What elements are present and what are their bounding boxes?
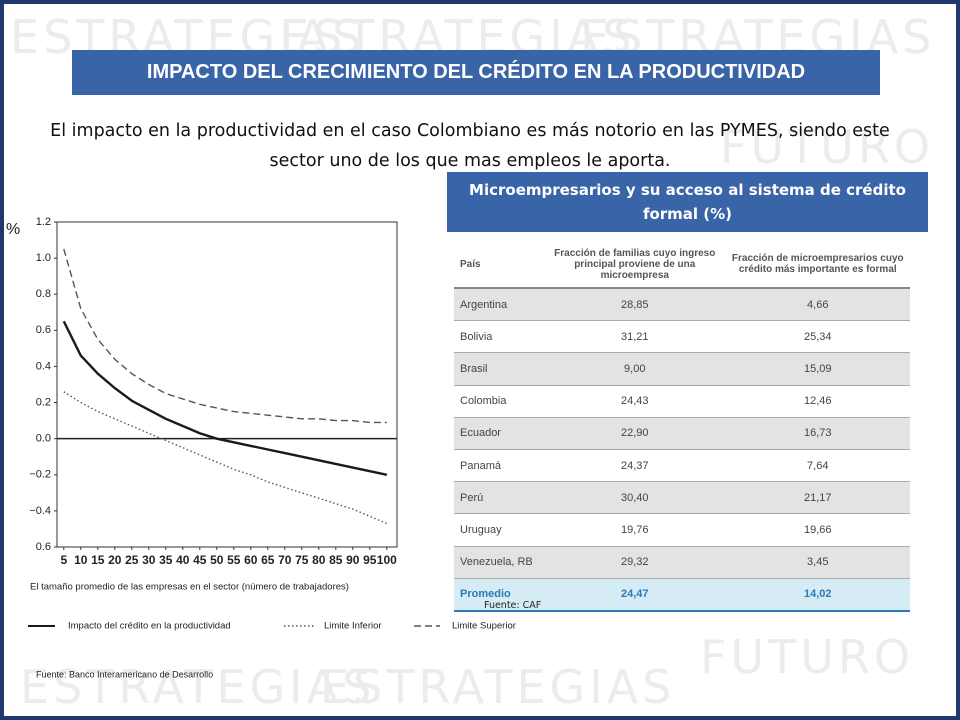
y-tick-label: −0.2	[29, 469, 51, 481]
y-tick-label: 1.0	[36, 252, 51, 264]
x-tick-label: 45	[193, 553, 207, 567]
table-cell: 12,46	[725, 385, 910, 418]
x-tick-label: 70	[278, 553, 292, 567]
column-header: Fracción de microempresarios cuyo crédit…	[725, 241, 910, 289]
table-cell: 19,76	[544, 513, 726, 547]
table-cell: Bolivia	[454, 320, 544, 354]
table-row: Perú 30,40 21,17	[454, 481, 910, 515]
table-row: Bolivia 31,21 25,34	[454, 320, 910, 354]
table-cell: 16,73	[725, 417, 910, 450]
y-tick-label: 0.0	[36, 433, 51, 445]
x-tick-label: 100	[377, 553, 397, 567]
watermark: ESTRATEGIAS	[20, 660, 376, 714]
table-cell: Venezuela, RB	[454, 546, 544, 579]
x-tick-label: 55	[227, 553, 241, 567]
x-tick-label: 35	[159, 553, 173, 567]
x-tick-label: 60	[244, 553, 258, 567]
legend-label: Limite Inferior	[324, 621, 382, 632]
table-cell: Promedio	[454, 578, 544, 612]
y-tick-label: 0.6	[36, 541, 51, 553]
slide-title: IMPACTO DEL CRECIMIENTO DEL CRÉDITO EN L…	[72, 50, 880, 95]
x-tick-label: 10	[74, 553, 88, 567]
x-tick-label: 95	[363, 553, 377, 567]
table-row: Panamá 24,37 7,64	[454, 449, 910, 483]
table-cell: Brasil	[454, 352, 544, 386]
table-cell: 31,21	[544, 320, 726, 354]
table-cell: 22,90	[544, 417, 726, 450]
table-cell: Panamá	[454, 449, 544, 483]
y-axis-label: %	[6, 221, 20, 238]
y-tick-label: −0.4	[29, 505, 51, 517]
x-tick-label: 65	[261, 553, 275, 567]
plot-frame	[56, 221, 398, 548]
y-tick-label: 0.8	[36, 288, 51, 300]
table-cell: 7,64	[725, 449, 910, 483]
table-cell: Perú	[454, 481, 544, 515]
table-body: Argentina 28,85 4,66 Bolivia 31,21 25,34 Brasi…	[454, 288, 910, 612]
subtitle: El impacto en la productividad en el cas…	[50, 121, 890, 171]
table-cell: Argentina	[454, 288, 544, 322]
x-axis-label: El tamaño promedio de las empresas en el…	[30, 582, 349, 593]
table-cell: 25,34	[725, 320, 910, 354]
series-line	[62, 320, 388, 476]
table-cell: 24,47	[544, 578, 726, 612]
x-tick-label: 30	[142, 553, 156, 567]
column-header: País	[454, 241, 544, 289]
table-row: Brasil 9,00 15,09	[454, 352, 910, 386]
chart-source: Fuente: Banco Interamericano de Desarrol…	[36, 669, 213, 679]
x-tick-label: 25	[125, 553, 139, 567]
table-row: Colombia 24,43 12,46	[454, 385, 910, 418]
table-cell: 30,40	[544, 481, 726, 515]
table-row: Ecuador 22,90 16,73	[454, 417, 910, 450]
x-tick-label: 80	[312, 553, 326, 567]
column-header: Fracción de familias cuyo ingreso princi…	[544, 241, 726, 289]
legend-label: Impacto del crédito en la productividad	[68, 621, 231, 632]
x-tick-label: 40	[176, 553, 190, 567]
series-line	[63, 248, 387, 424]
table-source: Fuente: CAF	[484, 600, 542, 611]
x-tick-label: 90	[346, 553, 360, 567]
x-tick-label: 5	[60, 553, 67, 567]
table-row: Argentina 28,85 4,66	[454, 288, 910, 322]
x-tick-label: 20	[108, 553, 122, 567]
table-cell: Colombia	[454, 385, 544, 418]
series-line	[63, 391, 388, 525]
table-cell: 19,66	[725, 513, 910, 547]
table-row: Uruguay 19,76 19,66	[454, 513, 910, 547]
table-cell: 14,02	[725, 578, 910, 612]
y-tick-label: 0.4	[36, 360, 51, 372]
y-tick-label: 0.6	[36, 324, 51, 336]
table-row: Venezuela, RB 29,32 3,45	[454, 546, 910, 579]
x-tick-label: 85	[329, 553, 343, 567]
x-tick-label: 15	[91, 553, 105, 567]
table-cell: 29,32	[544, 546, 726, 579]
table-title: Microempresarios y su acceso al sistema …	[447, 172, 928, 232]
table-cell: Uruguay	[454, 513, 544, 547]
watermark: FUTURO	[700, 630, 915, 684]
x-tick-label: 75	[295, 553, 309, 567]
y-tick-label: 0.2	[36, 396, 51, 408]
table-cell: 21,17	[725, 481, 910, 515]
table-cell: 3,45	[725, 546, 910, 579]
y-tick-label: 1.2	[36, 216, 51, 228]
table-cell: 24,37	[544, 449, 726, 483]
x-tick-label: 50	[210, 553, 224, 567]
table-cell: 15,09	[725, 352, 910, 386]
table-cell: 24,43	[544, 385, 726, 418]
table-cell: 9,00	[544, 352, 726, 386]
table-cell: 4,66	[725, 288, 910, 322]
table-header: País Fracción de familias cuyo ingreso pr…	[454, 241, 910, 289]
table-cell: 28,85	[544, 288, 726, 322]
table-cell: Ecuador	[454, 417, 544, 450]
watermark: FUTURO	[720, 120, 935, 174]
table-row: Promedio 24,47 14,02	[454, 578, 910, 612]
legend-label: Limite Superior	[452, 621, 516, 632]
watermark: ESTRATEGIAS	[320, 660, 676, 714]
credit-table: País Fracción de familias cuyo ingreso pr…	[454, 241, 910, 612]
